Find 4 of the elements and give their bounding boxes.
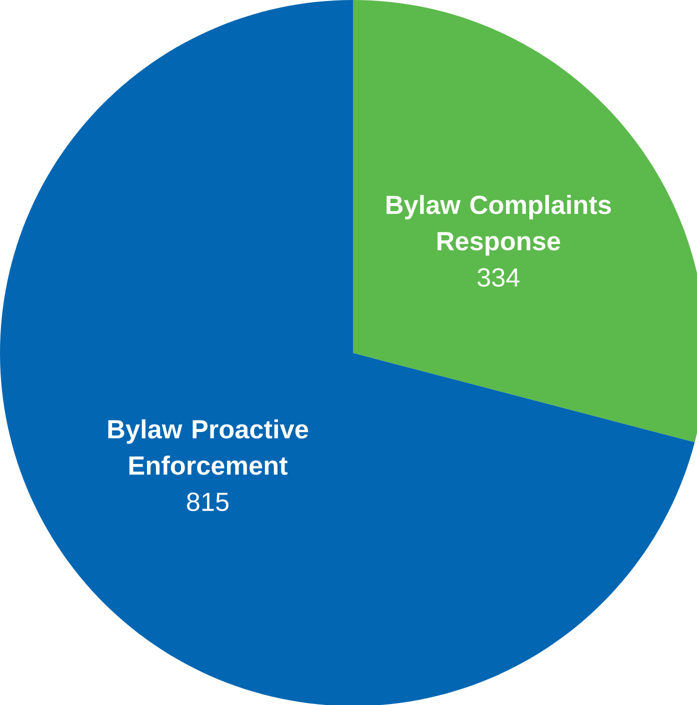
data-label: 334	[478, 268, 520, 287]
slice-label: Bylaw Complaints Response	[386, 194, 611, 256]
slice-label: Bylaw Proactive Enforcement	[108, 419, 308, 475]
data-label: 815	[187, 492, 229, 512]
